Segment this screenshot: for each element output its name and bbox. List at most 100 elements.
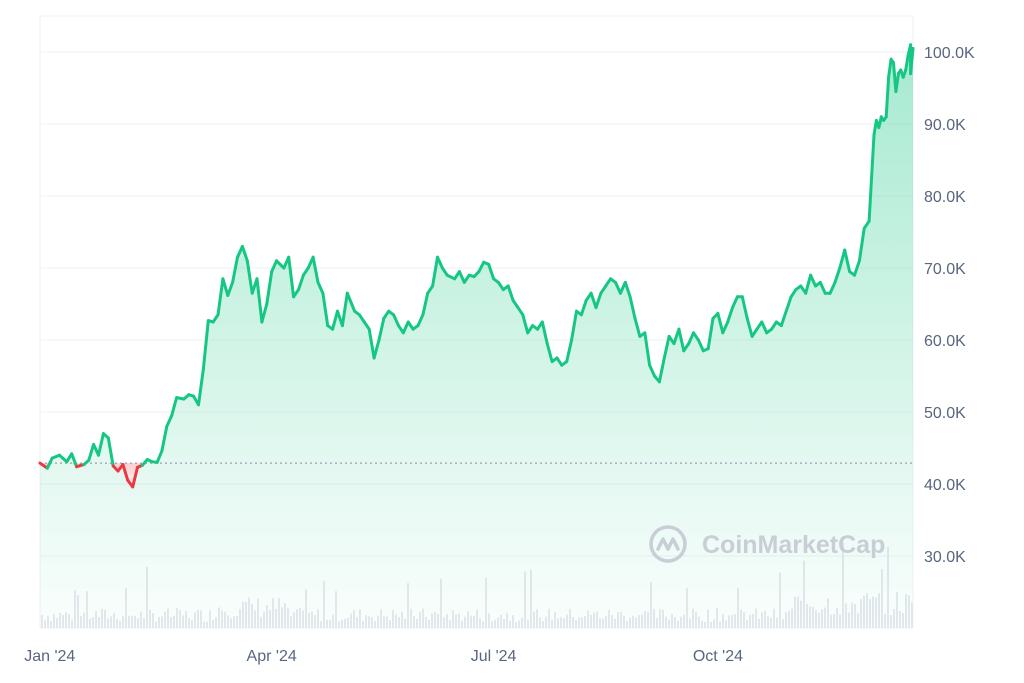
price-line-segment [457, 270, 466, 284]
price-line-segment [579, 298, 588, 317]
price-line-segment [131, 465, 139, 489]
price-line-segment [155, 449, 164, 464]
price-line-segment [570, 309, 578, 342]
y-tick-label: 70.0K [924, 261, 966, 278]
price-line-segment [643, 331, 652, 367]
price-line-segment [740, 295, 749, 320]
price-line-segment [321, 291, 330, 328]
price-line-segment [265, 270, 274, 306]
price-line-segment [687, 331, 695, 346]
price-line-segment [245, 259, 254, 295]
price-line-segment [270, 259, 278, 274]
price-line-segment [589, 291, 598, 310]
y-tick-label: 30.0K [924, 549, 966, 566]
price-line-segment [818, 280, 827, 295]
y-tick-label: 80.0K [924, 189, 966, 206]
price-line-segment [45, 456, 54, 470]
price-line-segment [726, 306, 734, 324]
price-line-segment [628, 295, 637, 320]
price-line-segment [372, 338, 381, 360]
price-line-segment [857, 226, 866, 263]
price-line-segment [58, 453, 69, 464]
price-line-segment [804, 273, 813, 295]
price-line-segment [255, 277, 264, 324]
price-line-segment [721, 320, 730, 335]
x-tick-label: Jul '24 [471, 648, 517, 665]
price-line-segment [540, 320, 549, 346]
price-line-segment [565, 338, 574, 364]
price-line-segment [760, 320, 769, 335]
price-line-segment [97, 432, 105, 457]
y-tick-label: 40.0K [924, 477, 966, 494]
price-line-segment [833, 266, 842, 284]
price-line-segment [106, 436, 115, 468]
price-line-segment [316, 280, 325, 295]
price-line-segment [216, 277, 225, 317]
price-line-segment [121, 463, 130, 482]
price-line-segment [226, 280, 235, 297]
price-line-segment [521, 313, 530, 335]
price-line [38, 43, 915, 489]
x-tick-label: Jan '24 [24, 648, 75, 665]
price-line-segment [809, 273, 817, 288]
price-line-segment [853, 259, 861, 277]
coinmarketcap-logo-icon [649, 525, 687, 563]
below-baseline-fill [40, 463, 158, 487]
y-tick-label: 90.0K [924, 117, 966, 134]
price-line-segment [240, 244, 249, 263]
price-line-segment [367, 327, 376, 360]
watermark-text: CoinMarketCap [702, 531, 885, 559]
price-line-segment [436, 255, 444, 270]
y-tick-label: 100.0K [924, 45, 975, 62]
price-line-segment [633, 316, 642, 338]
coinmarketcap-logo-wave [656, 537, 680, 551]
x-tick-label: Apr '24 [247, 648, 297, 665]
price-line-segment [345, 291, 357, 313]
price-line-segment [170, 396, 179, 418]
price-line-segment [231, 255, 239, 284]
x-tick-label: Oct '24 [693, 648, 743, 665]
price-line-segment [401, 320, 410, 335]
price-line-segment [260, 302, 269, 324]
price-line-segment [677, 327, 686, 353]
price-line-segment [377, 316, 386, 342]
price-line-segment [779, 309, 788, 328]
price-line-segment [165, 414, 174, 428]
price-area [40, 44, 913, 629]
price-line-segment [884, 75, 891, 119]
price-line-segment [416, 313, 425, 328]
price-line-segment [297, 273, 305, 292]
price-line-segment [843, 248, 852, 274]
price-line-segment [784, 295, 793, 313]
price-area-fill [40, 44, 913, 629]
price-line-segment [662, 334, 671, 360]
price-line-segment [909, 46, 915, 76]
price-line-segment [696, 338, 705, 353]
price-line-segment [70, 452, 79, 469]
price-line-segment [545, 342, 554, 364]
price-line-segment [421, 291, 430, 317]
price-line-segment [331, 309, 339, 331]
price-line-segment [904, 54, 910, 72]
price-line-segment [716, 311, 725, 335]
price-line-segment [506, 284, 515, 302]
y-tick-label: 60.0K [924, 333, 966, 350]
price-line-segment [487, 262, 496, 281]
price-line-segment [160, 424, 169, 453]
price-line-segment [340, 291, 349, 328]
price-line-segment [311, 255, 320, 284]
price-line-segment [87, 442, 96, 462]
price-line-segment [623, 280, 632, 299]
price-line-segment [197, 367, 205, 407]
price-line-segment [894, 72, 900, 94]
price-line-segment [828, 280, 837, 295]
price-line-segment [657, 356, 666, 384]
price-line-segment [287, 255, 296, 299]
price-line-segment [221, 277, 230, 297]
coinmarketcap-watermark: CoinMarketCap [649, 525, 885, 563]
price-line-segment [706, 316, 715, 351]
price-line-segment [392, 313, 400, 328]
price-line-segment [275, 259, 286, 270]
